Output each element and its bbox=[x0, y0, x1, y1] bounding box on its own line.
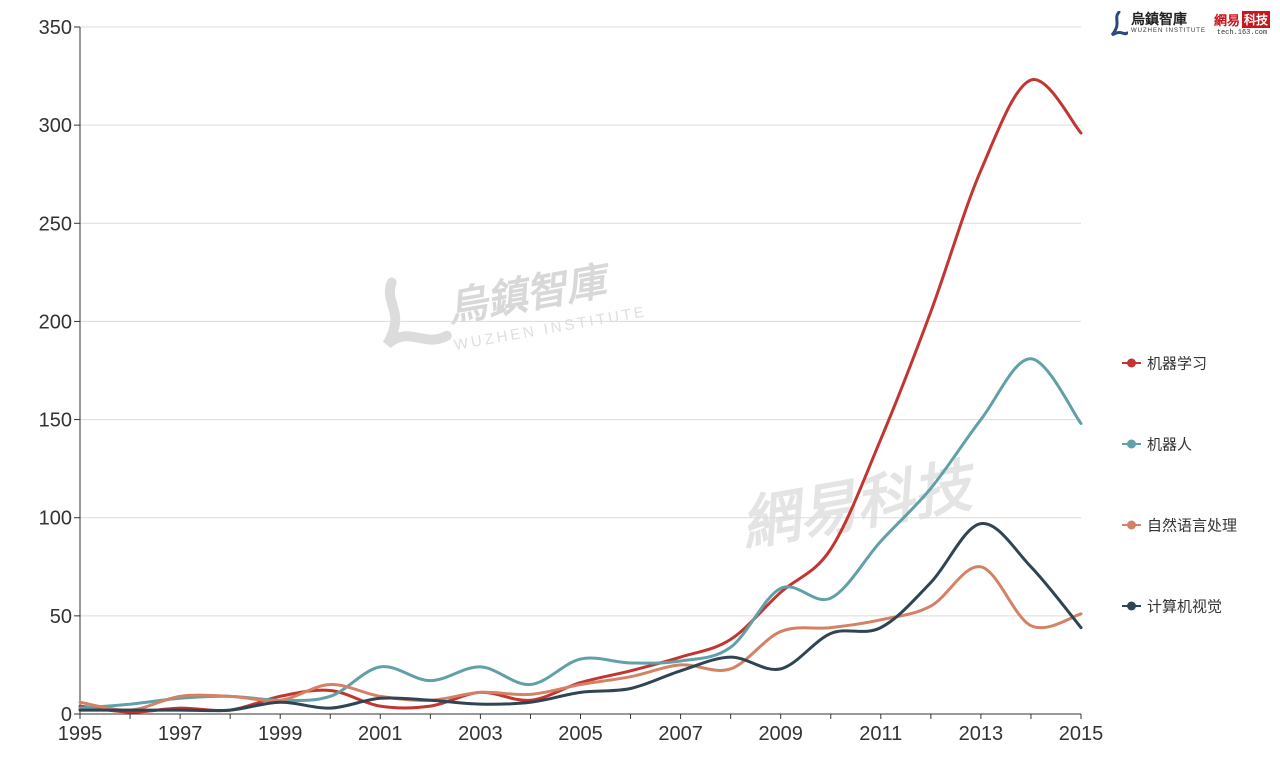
grid bbox=[80, 26, 1081, 617]
legend-item: 计算机视觉 bbox=[1122, 598, 1222, 616]
legend-label: 自然语言处理 bbox=[1147, 517, 1237, 535]
axes bbox=[79, 27, 1081, 715]
163-logo: 網易 科技 tech.163.com bbox=[1214, 10, 1270, 37]
y-tick-label: 200 bbox=[39, 311, 72, 333]
legend-swatch-dot bbox=[1127, 601, 1136, 611]
wuzhen-logo: 烏鎮智庫 WUZHEN INSTITUTE bbox=[1110, 10, 1206, 37]
y-tick-label: 250 bbox=[39, 213, 72, 235]
x-tick-label: 1999 bbox=[258, 723, 303, 745]
wuzhen-logo-cn: 烏鎮智庫 bbox=[1130, 12, 1187, 28]
legend-label: 计算机视觉 bbox=[1147, 598, 1222, 616]
series-line-1 bbox=[78, 78, 1083, 714]
series-line-4 bbox=[78, 522, 1083, 713]
x-tick-label: 2011 bbox=[859, 723, 902, 745]
163-logo-b: 科技 bbox=[1241, 11, 1270, 28]
legend-label: 机器学习 bbox=[1147, 355, 1207, 373]
y-tick-label: 300 bbox=[39, 115, 72, 137]
y-tick-label: 50 bbox=[50, 606, 72, 628]
x-tick-label: 2007 bbox=[658, 723, 703, 745]
163-logo-a: 網易 bbox=[1213, 14, 1240, 29]
series-line-3 bbox=[78, 565, 1083, 712]
wuzhen-logo-icon bbox=[1110, 10, 1128, 36]
x-axis-ticks: 1995 1997 1999 2001 2003 2005 2007 2009 2011 2013… bbox=[58, 714, 1104, 745]
wuzhen-watermark-icon bbox=[382, 277, 452, 349]
legend-swatch-dot bbox=[1127, 520, 1136, 530]
x-tick-label: 2009 bbox=[758, 723, 803, 745]
series-line-2 bbox=[78, 357, 1083, 710]
x-tick-label: 2005 bbox=[558, 723, 603, 745]
watermark-wuzhen: 烏鎮智庫 WUZHEN INSTITUTE bbox=[382, 257, 648, 354]
series-lines bbox=[78, 78, 1083, 714]
legend-item: 自然语言处理 bbox=[1122, 517, 1237, 535]
wuzhen-logo-en: WUZHEN INSTITUTE bbox=[1130, 28, 1206, 34]
brand-logos: 烏鎮智庫 WUZHEN INSTITUTE 網易 科技 tech.163.com bbox=[1110, 10, 1270, 37]
y-tick-label: 100 bbox=[39, 508, 72, 530]
y-tick-label: 150 bbox=[39, 410, 72, 432]
x-tick-label: 1995 bbox=[58, 723, 103, 745]
y-tick-label: 350 bbox=[39, 17, 72, 39]
legend-item: 机器学习 bbox=[1122, 355, 1207, 373]
legend-swatch-dot bbox=[1127, 358, 1136, 368]
x-tick-label: 2013 bbox=[959, 723, 1004, 745]
y-tick-label: 0 bbox=[61, 704, 72, 726]
x-tick-label: 2015 bbox=[1059, 723, 1104, 745]
x-tick-label: 2001 bbox=[358, 723, 403, 745]
y-axis-ticks: 0 50 100 150 200 250 300 350 bbox=[39, 17, 80, 726]
legend-label: 机器人 bbox=[1147, 436, 1192, 454]
163-logo-url: tech.163.com bbox=[1216, 29, 1268, 37]
x-tick-label: 1997 bbox=[158, 723, 203, 745]
x-tick-label: 2003 bbox=[458, 723, 503, 745]
legend-item: 机器人 bbox=[1122, 436, 1192, 454]
legend-swatch-dot bbox=[1127, 439, 1136, 449]
